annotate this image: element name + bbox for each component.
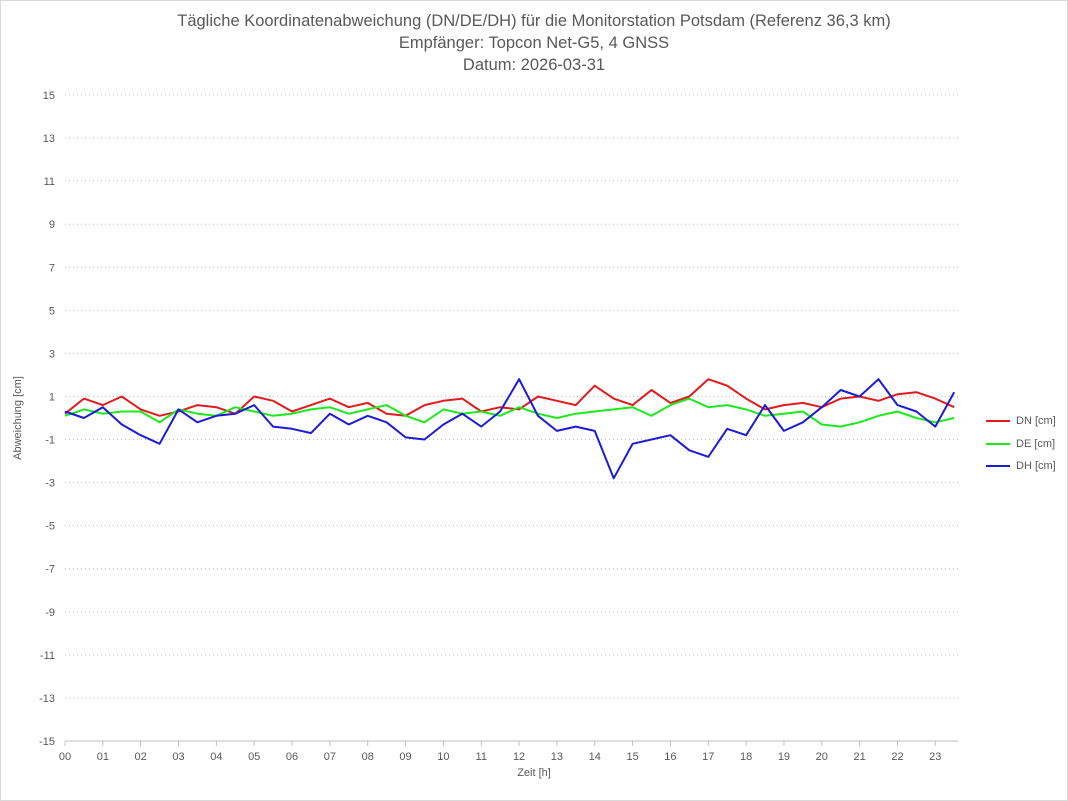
legend-item: DN [cm] — [986, 410, 1056, 433]
y-tick-label: -1 — [45, 435, 55, 447]
x-tick-label: 08 — [362, 751, 374, 763]
x-tick-label: 05 — [248, 751, 260, 763]
x-tick-label: 10 — [437, 751, 449, 763]
y-tick-label: -5 — [45, 521, 55, 533]
legend-label: DE [cm] — [1016, 437, 1056, 450]
y-tick-label: 9 — [49, 219, 55, 231]
x-tick-label: 09 — [399, 751, 411, 763]
y-tick-label: -3 — [45, 478, 55, 490]
legend-swatch — [986, 442, 1010, 445]
series-line-1 — [64, 378, 955, 417]
y-tick-label: -13 — [39, 693, 55, 705]
x-tick-label: 16 — [664, 751, 676, 763]
y-tick-label: 1 — [49, 391, 55, 403]
y-tick-label: -15 — [39, 736, 55, 748]
x-tick-label: 13 — [551, 751, 563, 763]
x-tick-label: 07 — [324, 751, 336, 763]
chart-titles: Tägliche Koordinatenabweichung (DN/DE/DH… — [0, 10, 1068, 76]
y-tick-label: -11 — [40, 650, 55, 662]
y-tick-label: -7 — [45, 564, 55, 576]
legend-swatch — [986, 420, 1010, 423]
legend-label: DN [cm] — [1016, 415, 1056, 428]
series-line-3 — [64, 378, 956, 480]
x-axis-label: Zeit [h] — [517, 767, 551, 779]
x-tick-label: 19 — [778, 751, 790, 763]
x-tick-label: 03 — [172, 751, 184, 763]
x-tick-label: 12 — [513, 751, 525, 763]
legend-item: DE [cm] — [986, 433, 1056, 456]
y-axis-label: Abweichung [cm] — [12, 376, 24, 460]
x-tick-label: 01 — [97, 751, 109, 763]
series-line-2 — [64, 397, 955, 428]
chart-subtitle: Empfänger: Topcon Net-G5, 4 GNSS — [398, 34, 670, 52]
legend: DN [cm] DE [cm] DH [cm] — [986, 410, 1056, 478]
chart-title: Tägliche Koordinatenabweichung (DN/DE/DH… — [177, 12, 891, 30]
x-tick-label: 20 — [816, 751, 828, 763]
chart-date-line: Datum: 2026-03-31 — [462, 56, 606, 74]
y-tick-label: 13 — [43, 133, 55, 145]
legend-swatch — [986, 465, 1010, 468]
legend-item: DH [cm] — [986, 455, 1056, 478]
x-tick-label: 21 — [853, 751, 865, 763]
x-tick-label: 02 — [135, 751, 147, 763]
legend-label: DH [cm] — [1016, 460, 1056, 473]
y-tick-label: 7 — [49, 262, 55, 274]
x-tick-label: 00 — [59, 751, 71, 763]
y-tick-label: 11 — [44, 176, 55, 188]
y-tick-label: -9 — [45, 607, 55, 619]
x-tick-label: 11 — [476, 751, 487, 763]
y-tick-label: 3 — [49, 348, 55, 360]
x-tick-label: 04 — [210, 751, 222, 763]
x-tick-label: 23 — [929, 751, 941, 763]
x-tick-label: 15 — [626, 751, 638, 763]
y-tick-label: 15 — [43, 90, 55, 102]
x-tick-label: 06 — [286, 751, 298, 763]
x-tick-label: 22 — [891, 751, 903, 763]
y-tick-label: 5 — [49, 305, 55, 317]
x-tick-label: 17 — [702, 751, 714, 763]
x-tick-label: 14 — [589, 751, 601, 763]
x-tick-label: 18 — [740, 751, 752, 763]
